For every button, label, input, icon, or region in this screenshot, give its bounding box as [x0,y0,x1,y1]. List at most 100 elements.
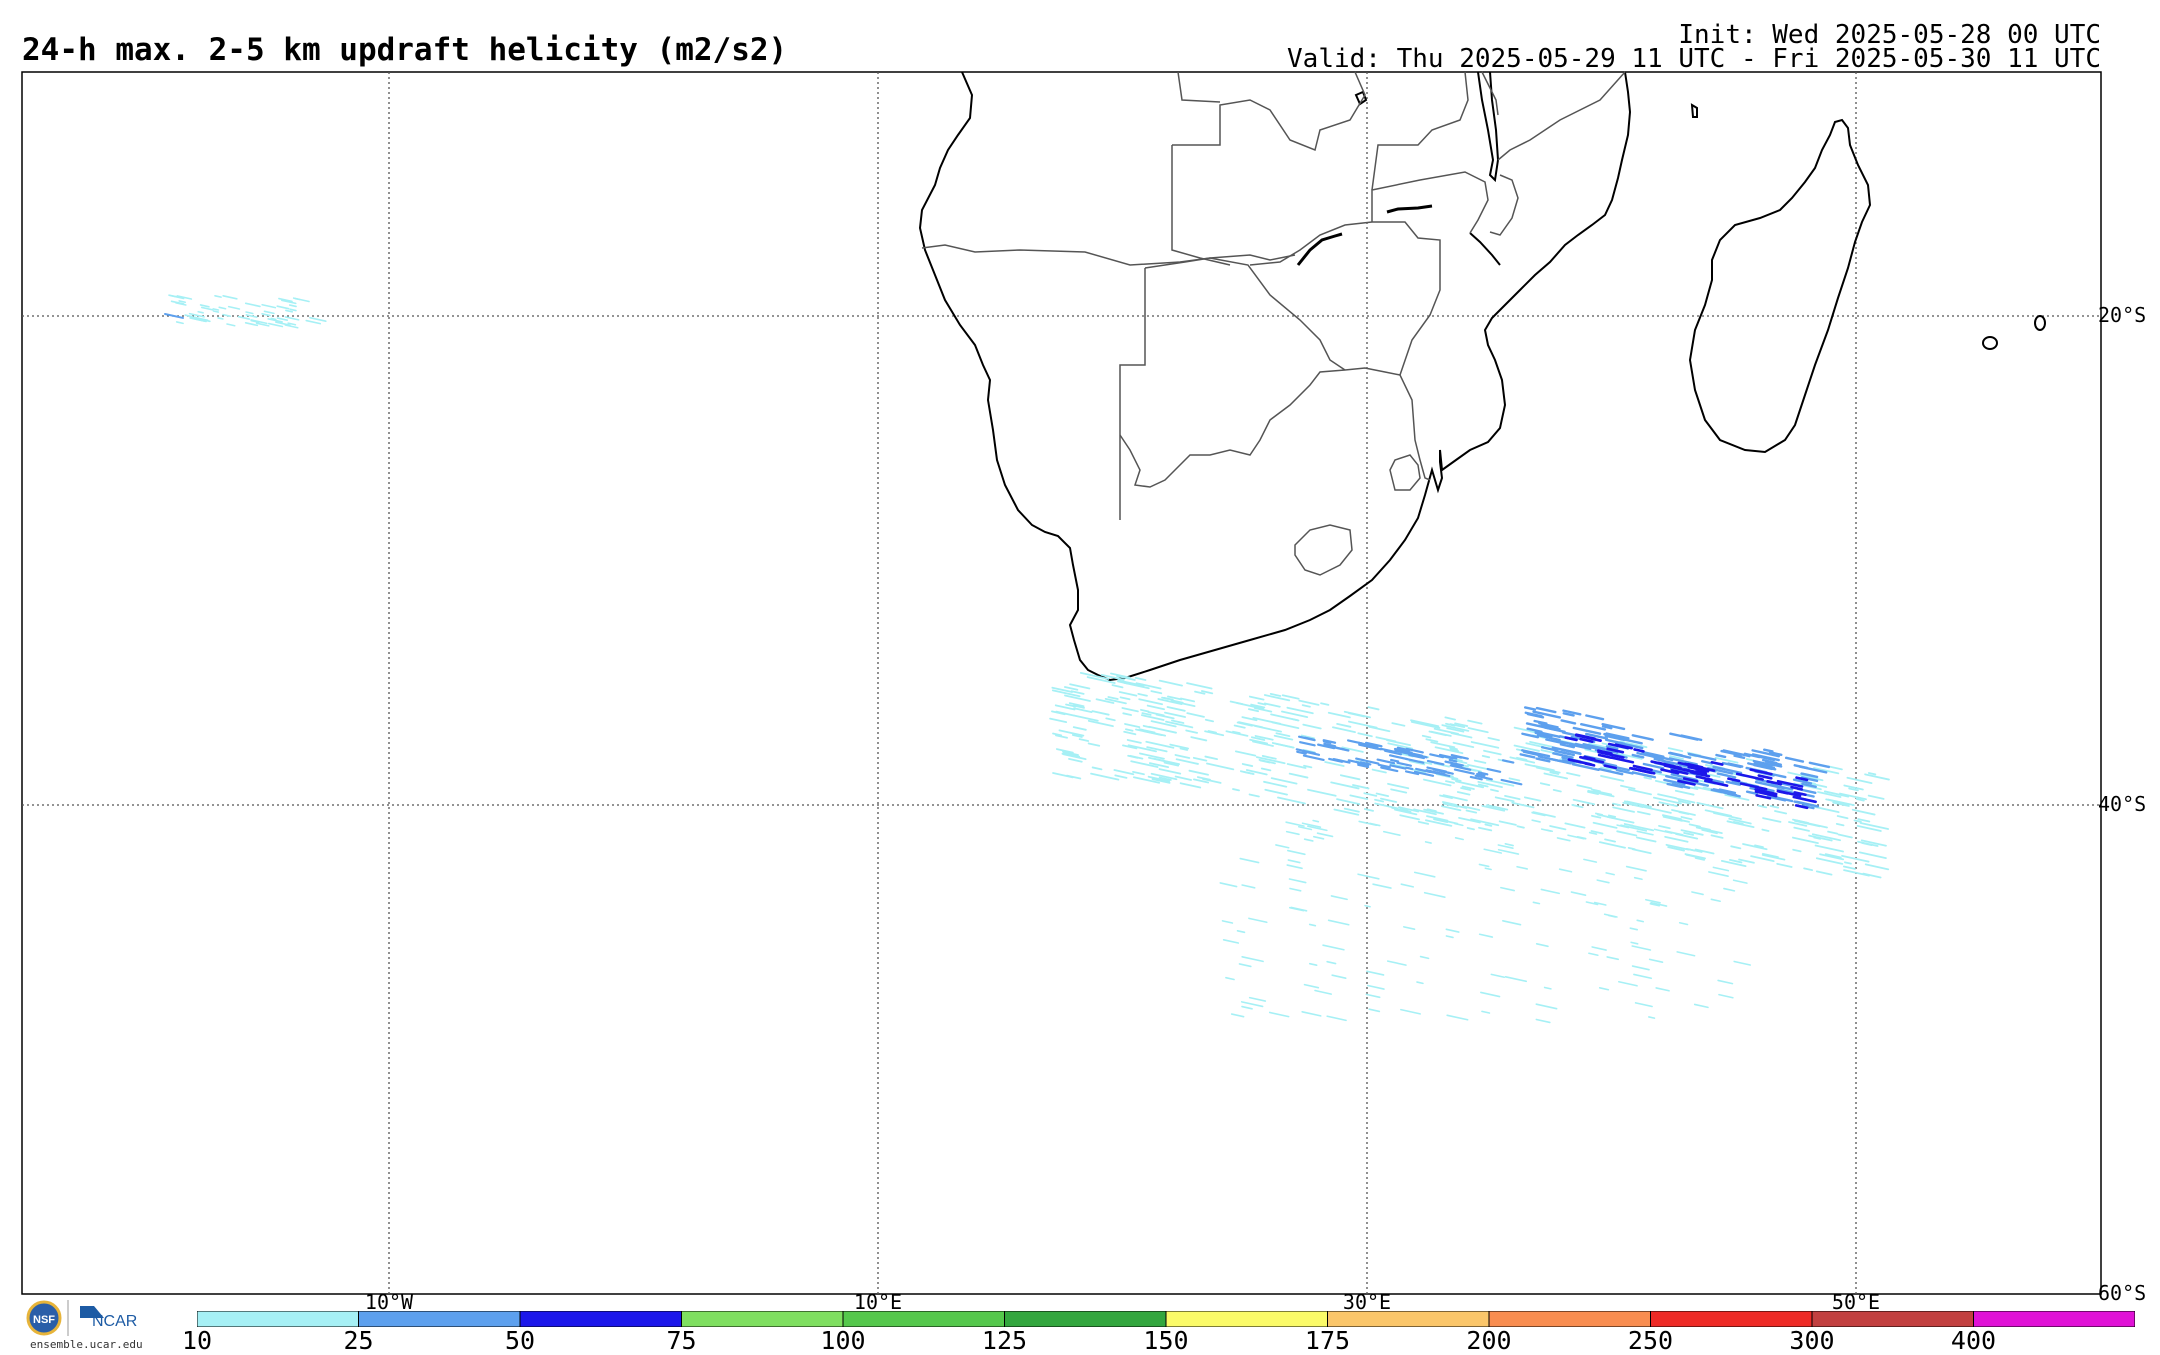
helicity-streak [1169,743,1190,750]
colorbar-segment [842,1311,1005,1327]
helicity-streak [1389,764,1407,770]
helicity-streak [1813,767,1840,775]
helicity-streak [1079,672,1110,680]
helicity-streak [1717,979,1734,985]
helicity-streak [1792,795,1817,804]
helicity-streak [1819,853,1845,861]
helicity-streak [1825,798,1850,806]
reunion-island [1982,336,1998,350]
helicity-streak [1720,860,1747,868]
helicity-streak [1610,756,1635,764]
helicity-streak [1390,788,1408,794]
helicity-streak [1095,698,1115,704]
helicity-streak [1817,791,1842,798]
helicity-streak [1636,830,1654,836]
helicity-streak [1384,749,1403,756]
colorbar-tick-label: 200 [1466,1326,1512,1355]
helicity-streak [1481,804,1506,812]
helicity-streak [1349,794,1369,801]
helicity-streak [1485,778,1515,787]
helicity-streak [1549,825,1567,831]
helicity-streak [1792,778,1813,785]
helicity-streak [1752,759,1774,767]
helicity-streak [1521,749,1551,758]
helicity-streak [1839,792,1867,801]
helicity-streak [1678,921,1689,926]
helicity-streak [1769,805,1780,809]
helicity-streak [1388,754,1409,761]
helicity-streak [1622,801,1644,808]
helicity-streak [1795,800,1820,808]
helicity-streak [1535,943,1549,948]
helicity-streak [226,323,236,327]
helicity-streak [1192,756,1208,762]
lat-label-40s: 40°S [2098,792,2147,816]
helicity-streak [1630,941,1639,945]
helicity-streak [1147,775,1171,783]
helicity-streak [1271,721,1300,730]
helicity-streak [1800,772,1819,779]
helicity-streak [1656,761,1682,770]
helicity-streak [1110,672,1131,679]
helicity-streak [1678,811,1690,815]
eswatini-border [1389,454,1421,491]
colorbar-segment [1004,1311,1167,1327]
helicity-streak [1858,851,1887,860]
helicity-streak [1516,756,1528,761]
helicity-streak [1288,772,1309,779]
helicity-streak [1792,836,1819,844]
helicity-streak [1732,879,1748,884]
colorbar-segment [1488,1311,1651,1327]
helicity-streak [1751,749,1780,758]
helicity-streak [1413,871,1436,878]
helicity-streak [192,316,209,322]
helicity-streak [1314,989,1333,995]
helicity-streak [1062,753,1087,761]
helicity-streak [1143,730,1167,737]
helicity-streak [1607,742,1630,750]
helicity-streak [1062,750,1079,756]
helicity-streak [1670,768,1689,775]
helicity-streak [1584,748,1598,753]
helicity-streak [1585,901,1599,906]
helicity-streak [1683,832,1695,836]
init-time: Init: Wed 2025-05-28 00 UTC [1678,20,2101,50]
helicity-streak [1056,748,1074,754]
helicity-streak [1561,731,1577,737]
helicity-streak [1204,730,1225,737]
helicity-streak [1776,789,1789,795]
helicity-streak [1375,792,1390,798]
helicity-streak [1446,1014,1469,1021]
helicity-streak [1676,951,1696,957]
helicity-streak [1593,901,1607,906]
helicity-streak [200,306,214,311]
helicity-streak [1853,819,1862,823]
helicity-streak [1357,741,1379,749]
helicity-streak [1238,963,1252,968]
helicity-streak [1369,822,1381,827]
helicity-streak [1391,722,1406,727]
helicity-streak [1745,758,1755,762]
helicity-streak [1549,771,1560,775]
helicity-streak [1071,734,1083,738]
helicity-streak [1100,674,1125,681]
helicity-streak [1470,741,1500,749]
helicity-streak [1343,807,1360,813]
helicity-streak [1298,699,1320,706]
colorbar-segment [197,1311,359,1327]
helicity-streak [1733,754,1746,760]
helicity-streak [1064,694,1091,702]
helicity-streak [1625,865,1647,872]
helicity-streak [212,310,220,313]
helicity-streak [1308,923,1317,927]
colorbar-segment [358,1311,521,1327]
helicity-streak [1629,927,1639,931]
helicity-streak [1795,776,1809,782]
helicity-streak [1754,844,1764,849]
helicity-streak [1649,902,1661,907]
helicity-streak [1241,716,1258,722]
helicity-streak [1307,825,1328,832]
helicity-streak [284,316,300,321]
helicity-streak [1363,792,1378,797]
helicity-streak [1312,819,1320,823]
